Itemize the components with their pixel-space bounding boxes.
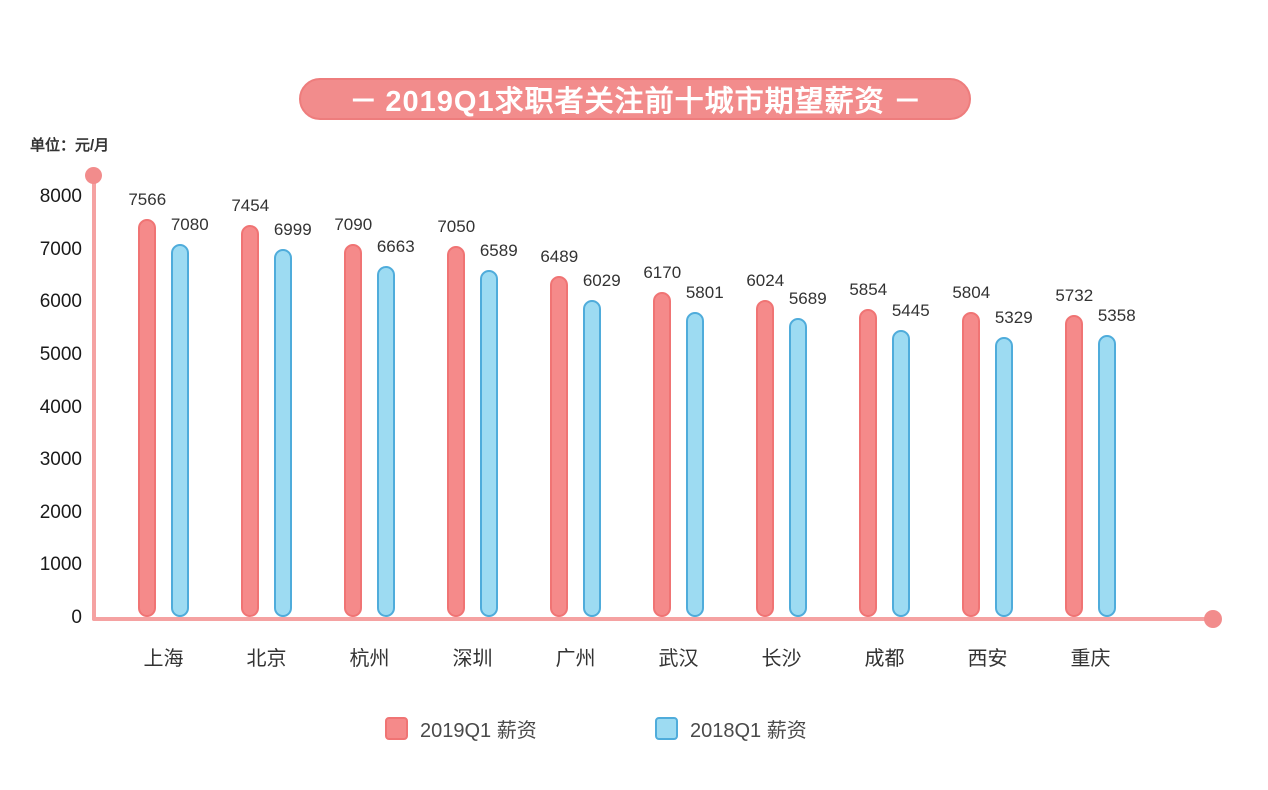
value-label-2019q1-长沙: 6024 [746,270,785,290]
y-tick-label: 1000 [39,554,82,576]
title-dash-right: – [895,82,919,115]
value-label-2019q1-上海: 7566 [128,189,167,209]
value-label-2019q1-成都: 5854 [849,279,888,299]
y-tick-label: 6000 [39,291,82,313]
value-label-2019q1-重庆: 5732 [1055,286,1094,306]
bar-2019q1-上海 [138,218,157,617]
bar-2019q1-广州 [550,275,569,617]
value-label-2018q1-武汉: 5801 [685,282,724,302]
y-tick-label: 3000 [39,449,82,471]
x-axis-label-重庆: 重庆 [1070,648,1111,670]
x-axis-label-杭州: 杭州 [349,648,390,670]
bar-2019q1-长沙 [756,299,775,617]
x-axis-line [92,617,1210,621]
y-axis-unit-label: 单位：元/月 [30,137,110,154]
legend-item-2019q1: 2019Q1 薪资 [385,714,537,743]
legend-label-2018q1: 2018Q1 薪资 [690,720,807,742]
bar-2018q1-重庆 [1097,335,1116,617]
y-axis-end-dot [85,167,102,184]
value-label-2018q1-杭州: 6663 [376,237,415,257]
y-axis-line [92,175,96,621]
value-label-2019q1-西安: 5804 [952,282,991,302]
bar-2019q1-武汉 [653,292,672,617]
y-tick-label: 7000 [39,238,82,260]
bar-2019q1-北京 [241,224,260,617]
y-tick-label: 4000 [39,396,82,418]
value-label-2018q1-北京: 6999 [273,219,312,239]
value-label-2018q1-西安: 5329 [994,307,1033,327]
x-axis-end-dot [1204,610,1222,628]
x-axis-label-长沙: 长沙 [761,648,802,670]
bar-2018q1-杭州 [376,266,395,617]
y-tick-label: 8000 [39,186,82,207]
bar-2018q1-西安 [994,336,1013,617]
bar-2019q1-杭州 [344,243,363,617]
x-axis-label-成都: 成都 [864,648,905,670]
bar-2018q1-成都 [891,330,910,617]
legend-swatch-2018q1 [655,717,678,740]
value-label-2018q1-上海: 7080 [170,215,209,235]
x-axis-label-北京: 北京 [246,648,287,670]
x-axis-label-上海: 上海 [143,648,184,670]
bar-2018q1-北京 [273,248,292,617]
legend-item-2018q1: 2018Q1 薪资 [655,714,807,743]
bar-2019q1-成都 [859,308,878,617]
value-label-2018q1-深圳: 6589 [479,241,518,261]
bar-2018q1-深圳 [479,270,498,617]
value-label-2019q1-杭州: 7090 [334,214,373,234]
value-label-2018q1-广州: 6029 [582,270,621,290]
page-title: 2019Q1求职者关注前十城市期望薪资 [385,86,885,118]
value-label-2019q1-广州: 6489 [540,246,579,266]
title-dash-left: – [351,82,375,115]
bar-2018q1-上海 [170,244,189,617]
value-label-2019q1-深圳: 7050 [437,216,476,236]
y-tick-label: 5000 [39,343,82,365]
legend-swatch-2019q1 [385,717,408,740]
x-axis-label-武汉: 武汉 [658,648,699,670]
bar-2019q1-重庆 [1065,315,1084,617]
legend-label-2019q1: 2019Q1 薪资 [420,720,537,742]
chart-title-banner: – 2019Q1求职者关注前十城市期望薪资 – [299,78,971,120]
bar-2019q1-深圳 [447,245,466,617]
bar-2018q1-长沙 [788,317,807,617]
value-label-2018q1-长沙: 5689 [788,288,827,308]
x-axis-label-广州: 广州 [555,648,596,670]
value-label-2019q1-北京: 7454 [231,195,270,215]
y-tick-label: 2000 [39,501,82,523]
value-label-2018q1-成都: 5445 [891,301,930,321]
x-axis-label-深圳: 深圳 [452,648,493,670]
x-axis-label-西安: 西安 [967,648,1008,670]
value-label-2018q1-重庆: 5358 [1097,306,1136,326]
bar-2018q1-广州 [582,299,601,617]
value-label-2019q1-武汉: 6170 [643,263,682,283]
bar-2018q1-武汉 [685,311,704,617]
bar-2019q1-西安 [962,311,981,617]
y-tick-label: 0 [71,607,82,628]
